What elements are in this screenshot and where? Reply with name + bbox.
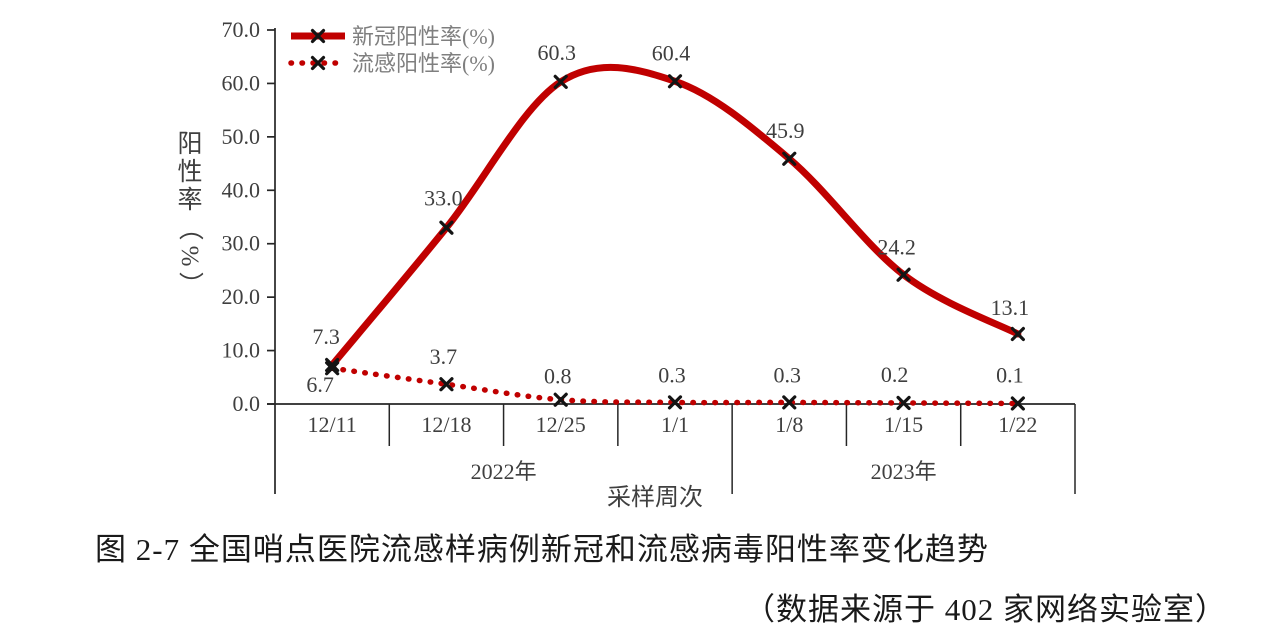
caption-title: 图 2-7 全国哨点医院流感样病例新冠和流感病毒阳性率变化趋势 xyxy=(95,532,989,567)
y-axis-title-char: 率 xyxy=(177,186,202,214)
data-label: 45.9 xyxy=(766,118,805,143)
data-point-marker xyxy=(310,55,326,71)
x-category-label: 1/1 xyxy=(661,412,689,437)
x-category-label: 1/8 xyxy=(775,412,803,437)
data-label: 0.1 xyxy=(996,362,1024,387)
data-label: 60.3 xyxy=(537,40,576,65)
y-tick-label: 50.0 xyxy=(222,124,261,149)
data-label: 13.1 xyxy=(991,295,1030,320)
x-axis-title: 采样周次 xyxy=(607,484,703,511)
y-axis-title-char: % xyxy=(176,246,203,267)
data-point-marker xyxy=(325,357,340,373)
x-category-label: 12/18 xyxy=(421,412,471,437)
y-tick-label: 0.0 xyxy=(233,391,261,416)
y-axis-title-char: （ xyxy=(176,215,204,240)
data-point-marker xyxy=(310,28,326,44)
legend-label: 流感阳性率(%) xyxy=(352,51,495,76)
data-point-marker xyxy=(439,220,454,235)
data-label: 0.3 xyxy=(658,362,686,387)
year-group-label: 2023年 xyxy=(871,459,937,484)
data-point-marker xyxy=(667,74,683,89)
data-label: 0.2 xyxy=(881,362,909,387)
x-category-label: 1/22 xyxy=(998,412,1037,437)
data-point-marker xyxy=(896,267,911,282)
y-tick-label: 70.0 xyxy=(222,17,261,42)
line-chart: 0.0 10.0 20.0 30.0 40.0 50.0 60.0 70.0 12/11 12/1… xyxy=(176,17,1076,511)
data-label: 0.3 xyxy=(774,362,802,387)
y-tick-label: 30.0 xyxy=(222,231,261,256)
x-category-label: 12/25 xyxy=(536,412,586,437)
data-label: 3.7 xyxy=(430,344,458,369)
y-tick-label: 20.0 xyxy=(222,284,261,309)
data-point-marker xyxy=(553,392,568,407)
caption-source: （数据来源于 402 家网络实验室） xyxy=(744,592,1227,627)
covid-series-line xyxy=(328,63,1022,369)
year-group-label: 2022年 xyxy=(471,459,537,484)
data-point-marker xyxy=(782,151,797,166)
x-category-label: 1/15 xyxy=(884,412,923,437)
data-label: 33.0 xyxy=(424,186,463,211)
data-label: 0.8 xyxy=(544,364,572,389)
data-point-marker xyxy=(1010,396,1025,411)
data-label: 60.4 xyxy=(652,40,691,65)
data-label: 7.3 xyxy=(312,324,340,349)
data-point-marker xyxy=(1010,326,1025,342)
data-point-marker xyxy=(325,361,340,376)
y-axis-title-char: 性 xyxy=(177,158,202,186)
y-axis-title-char: ） xyxy=(176,271,204,296)
y-tick-label: 60.0 xyxy=(222,70,261,95)
y-tick-label: 10.0 xyxy=(222,338,261,363)
y-tick-label: 40.0 xyxy=(222,177,261,202)
legend-label: 新冠阳性率(%) xyxy=(352,24,495,49)
x-category-label: 12/11 xyxy=(307,412,356,437)
data-point-marker xyxy=(667,395,683,410)
data-label: 6.7 xyxy=(306,372,334,397)
data-point-marker xyxy=(782,395,797,410)
y-axis-title-char: 阳 xyxy=(177,131,202,158)
data-point-marker xyxy=(896,395,911,411)
data-point-marker xyxy=(553,74,568,89)
data-point-marker xyxy=(439,377,454,392)
data-label: 24.2 xyxy=(877,235,916,260)
